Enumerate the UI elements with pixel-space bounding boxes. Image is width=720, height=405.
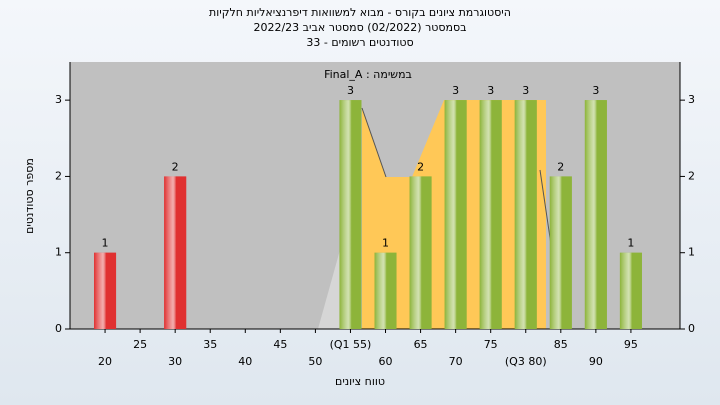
y-axis-label: מספר סטודנטים	[23, 158, 36, 234]
bar	[584, 100, 607, 330]
y2-tick-label: 3	[688, 93, 695, 106]
x-tick-label: 95	[624, 338, 638, 351]
x-tick-label: 35	[203, 338, 217, 351]
bar	[549, 176, 572, 329]
y-tick-label: 2	[55, 169, 62, 182]
x-tick-label: 40	[238, 355, 252, 368]
bar	[479, 100, 502, 330]
y-tick-label: 1	[55, 246, 62, 259]
x-tick-label: 60	[379, 355, 393, 368]
y2-tick-label: 0	[688, 322, 695, 335]
bar	[94, 252, 117, 329]
bar	[514, 100, 537, 330]
x-tick-label: 30	[168, 355, 182, 368]
data-label: 3	[347, 84, 354, 97]
x-tick-label: 50	[308, 355, 322, 368]
chart-title: היסטוגרמת ציונים בקורס - מבוא למשוואות ד…	[209, 6, 511, 19]
data-label: 2	[172, 160, 179, 173]
bar	[444, 100, 467, 330]
chart-subtitle: סטודנטים רשומים - 33	[306, 36, 413, 49]
y2-tick-label: 2	[688, 169, 695, 182]
data-label: 2	[557, 160, 564, 173]
data-label: 1	[382, 237, 389, 250]
data-label: 1	[627, 237, 634, 250]
curve-line	[361, 107, 387, 178]
data-label: 3	[452, 84, 459, 97]
x-tick-label: 70	[449, 355, 463, 368]
bar	[339, 100, 362, 330]
data-label: 3	[592, 84, 599, 97]
x-tick-label: 90	[589, 355, 603, 368]
data-label: 2	[417, 160, 424, 173]
y-tick-label: 3	[55, 93, 62, 106]
data-label: 1	[102, 237, 109, 250]
bar	[164, 176, 187, 329]
bar	[374, 252, 397, 329]
chart-subtitle: בסמסטר (02/2022) סמסטר אביב 2022/23	[253, 21, 466, 34]
bar	[409, 176, 432, 329]
y-tick-label: 0	[55, 322, 62, 335]
annotation: במשימה : Final_A	[324, 68, 412, 81]
y2-tick-label: 1	[688, 246, 695, 259]
x-tick-label: 65	[414, 338, 428, 351]
x-tick-label: 75	[484, 338, 498, 351]
x-tick-label: 20	[98, 355, 112, 368]
bar	[619, 252, 642, 329]
x-tick-label: (Q3 80)	[505, 355, 547, 368]
data-label: 3	[487, 84, 494, 97]
x-axis-label: טווח ציונים	[335, 375, 385, 388]
x-tick-label: 25	[133, 338, 147, 351]
data-label: 3	[522, 84, 529, 97]
x-tick-label: (Q1 55)	[330, 338, 372, 351]
curve-tail	[318, 250, 340, 329]
x-tick-label: 85	[554, 338, 568, 351]
x-tick-label: 45	[273, 338, 287, 351]
